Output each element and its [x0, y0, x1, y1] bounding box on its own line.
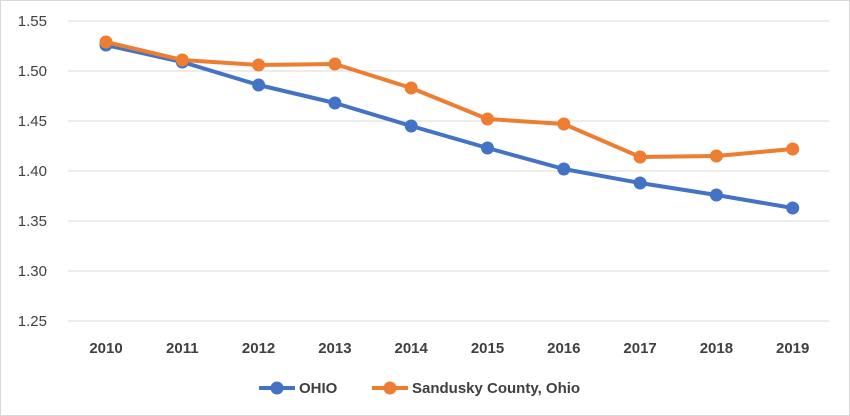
series-line	[104, 40, 795, 159]
data-point	[99, 35, 113, 49]
x-tick-label: 2011	[166, 340, 199, 357]
data-point	[709, 188, 723, 202]
legend-label: OHIO	[299, 380, 338, 397]
series-2	[99, 35, 800, 164]
data-point	[709, 149, 723, 163]
legend: OHIO Sandusky County, Ohio	[259, 380, 580, 397]
data-point	[481, 141, 494, 155]
legend-item: OHIO	[259, 380, 338, 397]
y-tick-label: 1.50	[18, 63, 47, 80]
data-point	[786, 142, 800, 156]
legend-swatch-marker	[383, 381, 397, 395]
legend-item: Sandusky County, Ohio	[372, 380, 580, 397]
data-point	[481, 112, 494, 126]
data-point	[633, 176, 647, 190]
legend-swatch-marker	[270, 381, 284, 395]
y-tick-label: 1.45	[18, 113, 47, 130]
data-point	[252, 78, 266, 92]
data-point	[175, 53, 189, 67]
data-point	[633, 150, 647, 164]
gridlines	[68, 20, 829, 322]
x-tick-label: 2013	[318, 340, 351, 357]
data-point	[328, 57, 342, 71]
series-1	[99, 38, 800, 215]
data-point	[404, 81, 418, 95]
data-point	[557, 117, 571, 131]
data-point	[404, 119, 418, 133]
series-line	[104, 43, 795, 210]
y-tick-label: 1.35	[18, 213, 47, 230]
data-point	[252, 58, 266, 72]
x-axis-ticks: 2010 2011 2012 2013 2014 2015 2016 2017 2018 2019	[89, 340, 809, 357]
x-tick-label: 2012	[242, 340, 275, 357]
data-point	[557, 162, 571, 176]
data-point	[786, 201, 800, 215]
y-axis-ticks: 1.25 1.30 1.35 1.40 1.45 1.50 1.55	[18, 13, 47, 330]
y-tick-label: 1.25	[18, 313, 47, 330]
x-tick-label: 2014	[395, 340, 429, 357]
series-lines	[99, 35, 800, 215]
y-tick-label: 1.40	[18, 163, 47, 180]
legend-label: Sandusky County, Ohio	[412, 380, 580, 397]
x-tick-label: 2019	[776, 340, 809, 357]
x-tick-label: 2010	[89, 340, 122, 357]
data-point	[328, 96, 342, 110]
y-tick-label: 1.30	[18, 263, 47, 280]
x-tick-label: 2018	[700, 340, 733, 357]
x-tick-label: 2015	[471, 340, 504, 357]
x-tick-label: 2017	[623, 340, 656, 357]
y-tick-label: 1.55	[18, 13, 47, 30]
x-tick-label: 2016	[547, 340, 580, 357]
